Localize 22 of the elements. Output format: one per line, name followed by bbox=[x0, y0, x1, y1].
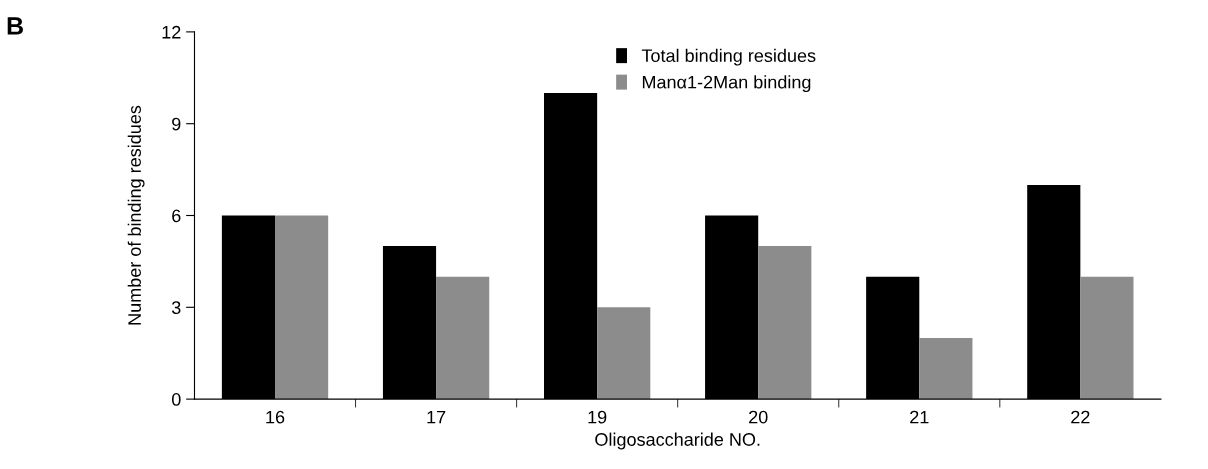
legend-label: Manα1-2Man binding bbox=[642, 75, 811, 93]
x-tick-label: 22 bbox=[1071, 410, 1090, 424]
y-axis-title: Number of binding residues bbox=[127, 105, 145, 325]
x-axis-title: Oligosaccharide NO. bbox=[595, 432, 760, 450]
x-tick-label: 17 bbox=[427, 410, 446, 424]
x-tick-label: 21 bbox=[910, 410, 929, 424]
x-tick-label: 19 bbox=[588, 410, 607, 424]
y-tick-label: 0 bbox=[171, 393, 181, 406]
legend-label: Total binding residues bbox=[641, 48, 816, 66]
x-tick-label: 16 bbox=[266, 410, 285, 424]
bar bbox=[919, 337, 973, 400]
bar bbox=[597, 307, 651, 400]
x-tick-label: 20 bbox=[749, 410, 768, 424]
y-tick-label: 12 bbox=[162, 25, 181, 39]
bar bbox=[436, 276, 490, 400]
bar bbox=[275, 215, 329, 400]
bar bbox=[758, 246, 812, 400]
bar bbox=[1080, 276, 1134, 400]
y-tick-label: 6 bbox=[172, 209, 181, 223]
y-tick-label: 3 bbox=[171, 301, 181, 315]
text: B bbox=[7, 17, 23, 35]
y-tick-label: 9 bbox=[172, 117, 181, 131]
